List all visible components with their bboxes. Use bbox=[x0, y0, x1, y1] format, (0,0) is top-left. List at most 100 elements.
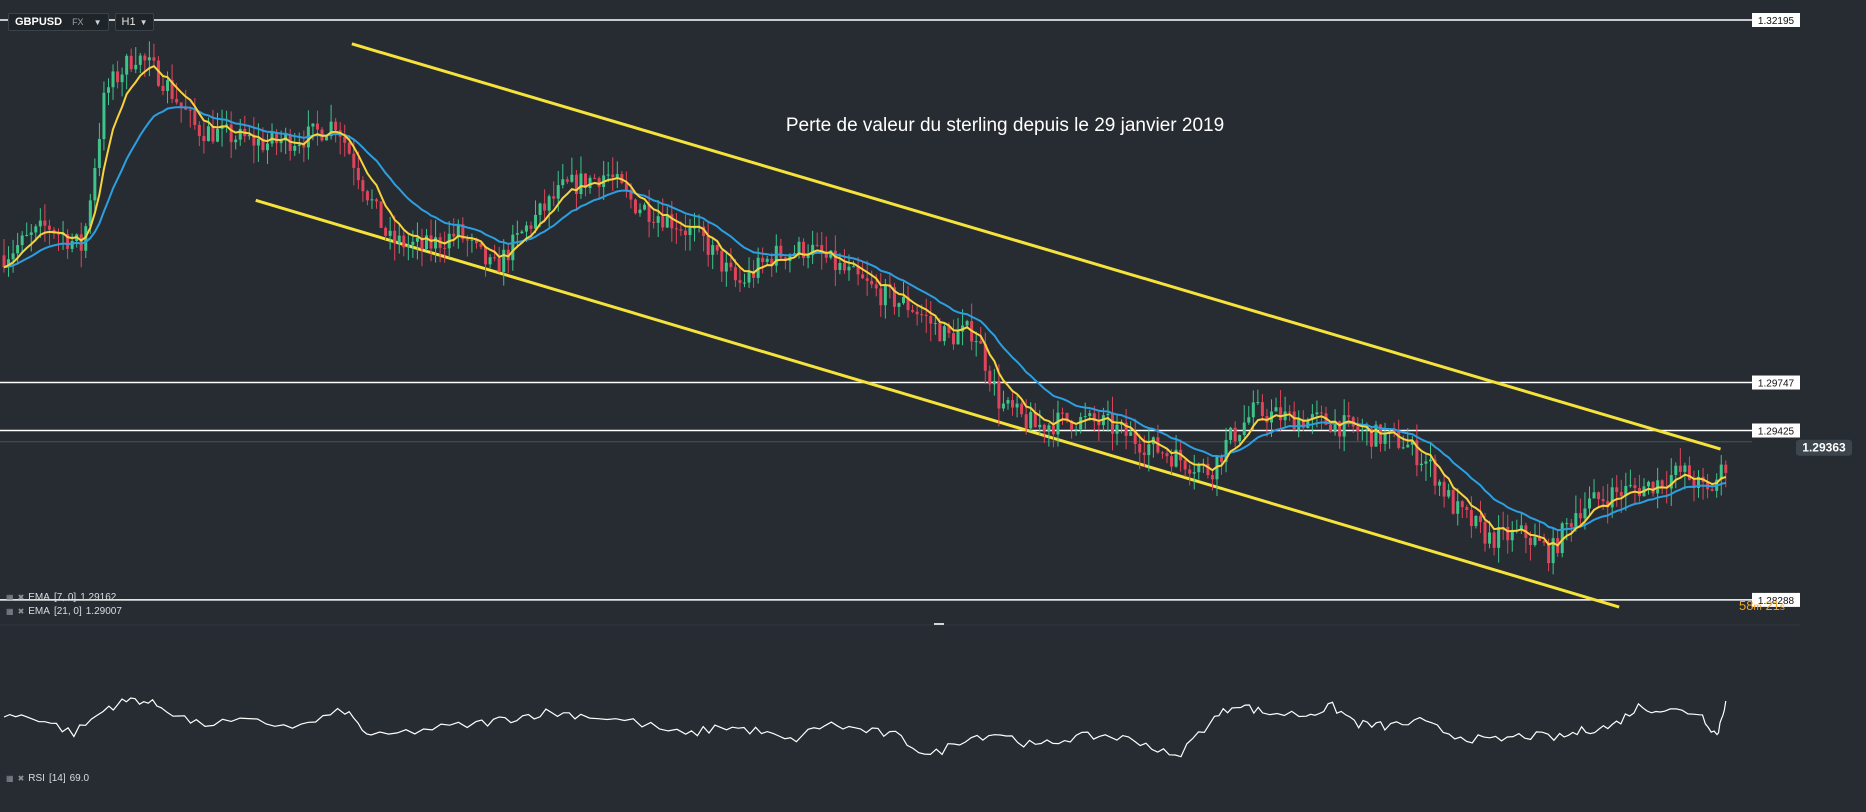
candle-body bbox=[1538, 536, 1542, 541]
candle-body bbox=[1533, 536, 1537, 545]
candle-body bbox=[1719, 464, 1723, 480]
candle-body bbox=[902, 296, 906, 304]
countdown-seconds: 21 bbox=[1765, 598, 1780, 613]
candle-body bbox=[365, 191, 369, 201]
candle-body bbox=[729, 262, 733, 268]
close-icon[interactable]: ✖ bbox=[17, 593, 25, 602]
channel-lower bbox=[255, 198, 1620, 609]
ema21-label: EMA bbox=[28, 606, 50, 617]
candle-body bbox=[1697, 476, 1701, 489]
candle-body bbox=[1447, 490, 1451, 497]
settings-icon[interactable]: ▦ bbox=[6, 593, 14, 602]
candle-body bbox=[120, 74, 124, 83]
candle-body bbox=[761, 257, 765, 262]
candle-body bbox=[352, 153, 356, 168]
candle-body bbox=[211, 126, 215, 142]
candle-body bbox=[202, 136, 206, 142]
toolbar: GBPUSD FX ▼ H1 ▼ bbox=[8, 12, 155, 32]
candle-body bbox=[574, 174, 578, 195]
candle-body bbox=[502, 249, 506, 273]
candle-body bbox=[197, 125, 201, 137]
candle-body bbox=[66, 234, 70, 249]
candle-body bbox=[597, 178, 601, 188]
candle-body bbox=[465, 239, 469, 241]
candle-body bbox=[1033, 411, 1037, 428]
candle-body bbox=[161, 85, 165, 92]
candle-body bbox=[938, 323, 942, 342]
settings-icon[interactable]: ▦ bbox=[6, 774, 14, 783]
candle-body bbox=[1660, 480, 1664, 487]
candle-body bbox=[556, 185, 560, 199]
candle-body bbox=[11, 253, 15, 260]
channel-upper bbox=[351, 42, 1721, 451]
horizontal-levels bbox=[0, 19, 1752, 601]
close-icon[interactable]: ✖ bbox=[17, 607, 25, 616]
candle-body bbox=[1633, 485, 1637, 489]
chevron-down-icon[interactable]: ▼ bbox=[93, 17, 102, 27]
candle-body bbox=[1206, 463, 1210, 476]
candle-body bbox=[34, 226, 38, 233]
candle-body bbox=[1011, 400, 1015, 408]
symbol-selector[interactable]: GBPUSD FX ▼ bbox=[8, 13, 109, 31]
candle-body bbox=[515, 233, 519, 235]
candle-body bbox=[779, 245, 783, 258]
candle-body bbox=[629, 190, 633, 200]
timeframe-selector[interactable]: H1 ▼ bbox=[114, 13, 155, 31]
candle-body bbox=[679, 229, 683, 231]
candle-body bbox=[1233, 427, 1237, 442]
candle-body bbox=[524, 225, 528, 232]
chevron-down-icon[interactable]: ▼ bbox=[139, 17, 148, 27]
candle-body bbox=[720, 250, 724, 272]
candle-body bbox=[1142, 452, 1146, 456]
candle-body bbox=[1015, 403, 1019, 408]
candle-body bbox=[234, 139, 238, 143]
candle-body bbox=[847, 266, 851, 271]
candle-body bbox=[1188, 469, 1192, 474]
settings-icon[interactable]: ▦ bbox=[6, 607, 14, 616]
candle-body bbox=[1392, 430, 1396, 432]
candle-body bbox=[166, 80, 170, 92]
candle-body bbox=[70, 241, 74, 249]
candle-body bbox=[1038, 424, 1042, 428]
candle-body bbox=[1133, 432, 1137, 444]
trend-channel bbox=[255, 42, 1721, 609]
candle-body bbox=[983, 343, 987, 371]
candle-body bbox=[134, 64, 138, 70]
candle-body bbox=[797, 241, 801, 254]
candle-body bbox=[815, 244, 819, 246]
candle-body bbox=[29, 232, 33, 235]
candle-body bbox=[402, 235, 406, 248]
candle-body bbox=[1647, 481, 1651, 487]
candle-body bbox=[1442, 481, 1446, 497]
candle-body bbox=[43, 220, 47, 226]
candle-body bbox=[347, 142, 351, 154]
candle-body bbox=[429, 235, 433, 249]
candle-body bbox=[1365, 428, 1369, 431]
candle-body bbox=[520, 231, 524, 234]
candle-body bbox=[20, 235, 24, 246]
candle-body bbox=[1333, 421, 1337, 433]
ema7-params: [7, 0] bbox=[53, 592, 77, 603]
current-price-label: 1.29363 bbox=[1802, 441, 1846, 455]
close-icon[interactable]: ✖ bbox=[17, 774, 25, 783]
candle-body bbox=[829, 250, 833, 258]
candle-body bbox=[842, 262, 846, 271]
candle-body bbox=[565, 179, 569, 182]
candle-body bbox=[379, 201, 383, 228]
candle-body bbox=[1238, 435, 1242, 442]
candle-body bbox=[1306, 419, 1310, 429]
candle-body bbox=[1601, 499, 1605, 502]
candle-body bbox=[1220, 456, 1224, 462]
ema-lines bbox=[3, 65, 1727, 547]
candle-body bbox=[311, 123, 315, 127]
ema7-value: 1.29162 bbox=[80, 592, 117, 603]
candle-body bbox=[820, 245, 824, 254]
ema21-value: 1.29007 bbox=[85, 606, 122, 617]
candle-body bbox=[965, 321, 969, 326]
candle-body bbox=[992, 380, 996, 385]
rsi-params: [14] bbox=[48, 773, 66, 784]
candle-body bbox=[1510, 530, 1514, 541]
candle-body bbox=[738, 280, 742, 283]
candle-body bbox=[497, 258, 501, 273]
